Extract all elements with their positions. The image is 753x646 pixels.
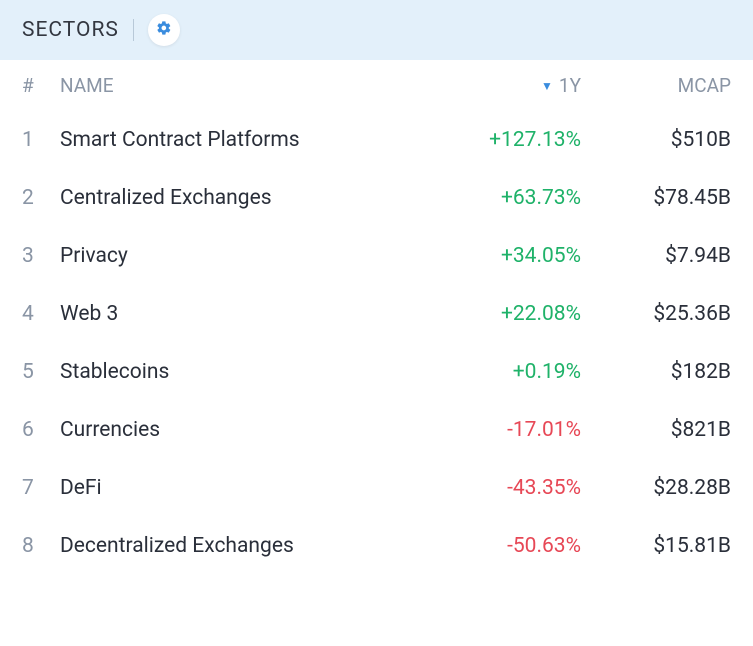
row-change: -50.63% — [421, 534, 581, 558]
sectors-table: # NAME ▼ 1Y MCAP 1Smart Contract Platfor… — [0, 60, 753, 575]
sectors-panel: SECTORS # NAME ▼ 1Y MCAP 1Smart Contract… — [0, 0, 753, 575]
sort-caret-down-icon: ▼ — [541, 79, 553, 93]
gear-icon — [156, 20, 172, 40]
row-rank: 6 — [22, 418, 52, 442]
row-name: Privacy — [52, 244, 421, 268]
row-change: +0.19% — [421, 360, 581, 384]
row-name: DeFi — [52, 476, 421, 500]
table-row[interactable]: 4Web 3+22.08%$25.36B — [0, 285, 753, 343]
row-name: Stablecoins — [52, 360, 421, 384]
row-mcap: $25.36B — [581, 302, 731, 326]
row-name: Smart Contract Platforms — [52, 128, 421, 152]
table-row[interactable]: 3Privacy+34.05%$7.94B — [0, 227, 753, 285]
row-mcap: $182B — [581, 360, 731, 384]
column-header-change-label: 1Y — [559, 74, 581, 97]
row-mcap: $15.81B — [581, 534, 731, 558]
row-rank: 7 — [22, 476, 52, 500]
header-divider — [133, 19, 134, 41]
row-rank: 5 — [22, 360, 52, 384]
row-name: Decentralized Exchanges — [52, 534, 421, 558]
table-row[interactable]: 1Smart Contract Platforms+127.13%$510B — [0, 111, 753, 169]
table-row[interactable]: 5Stablecoins+0.19%$182B — [0, 343, 753, 401]
row-name: Centralized Exchanges — [52, 186, 421, 210]
column-header-mcap[interactable]: MCAP — [581, 74, 731, 97]
row-mcap: $28.28B — [581, 476, 731, 500]
row-change: +63.73% — [421, 186, 581, 210]
column-header-name[interactable]: NAME — [52, 74, 421, 97]
row-mcap: $821B — [581, 418, 731, 442]
row-name: Web 3 — [52, 302, 421, 326]
row-mcap: $7.94B — [581, 244, 731, 268]
table-row[interactable]: 8Decentralized Exchanges-50.63%$15.81B — [0, 517, 753, 575]
panel-header: SECTORS — [0, 0, 753, 60]
row-rank: 4 — [22, 302, 52, 326]
row-rank: 3 — [22, 244, 52, 268]
row-change: +34.05% — [421, 244, 581, 268]
row-mcap: $78.45B — [581, 186, 731, 210]
settings-button[interactable] — [148, 14, 180, 46]
panel-title: SECTORS — [22, 18, 119, 42]
row-name: Currencies — [52, 418, 421, 442]
row-rank: 1 — [22, 128, 52, 152]
table-row[interactable]: 6Currencies-17.01%$821B — [0, 401, 753, 459]
row-rank: 2 — [22, 186, 52, 210]
row-change: -17.01% — [421, 418, 581, 442]
row-change: +127.13% — [421, 128, 581, 152]
row-rank: 8 — [22, 534, 52, 558]
row-change: -43.35% — [421, 476, 581, 500]
column-header-change[interactable]: ▼ 1Y — [421, 74, 581, 97]
table-row[interactable]: 7DeFi-43.35%$28.28B — [0, 459, 753, 517]
column-header-rank[interactable]: # — [22, 74, 52, 97]
row-change: +22.08% — [421, 302, 581, 326]
table-header-row: # NAME ▼ 1Y MCAP — [0, 60, 753, 111]
table-row[interactable]: 2Centralized Exchanges+63.73%$78.45B — [0, 169, 753, 227]
row-mcap: $510B — [581, 128, 731, 152]
